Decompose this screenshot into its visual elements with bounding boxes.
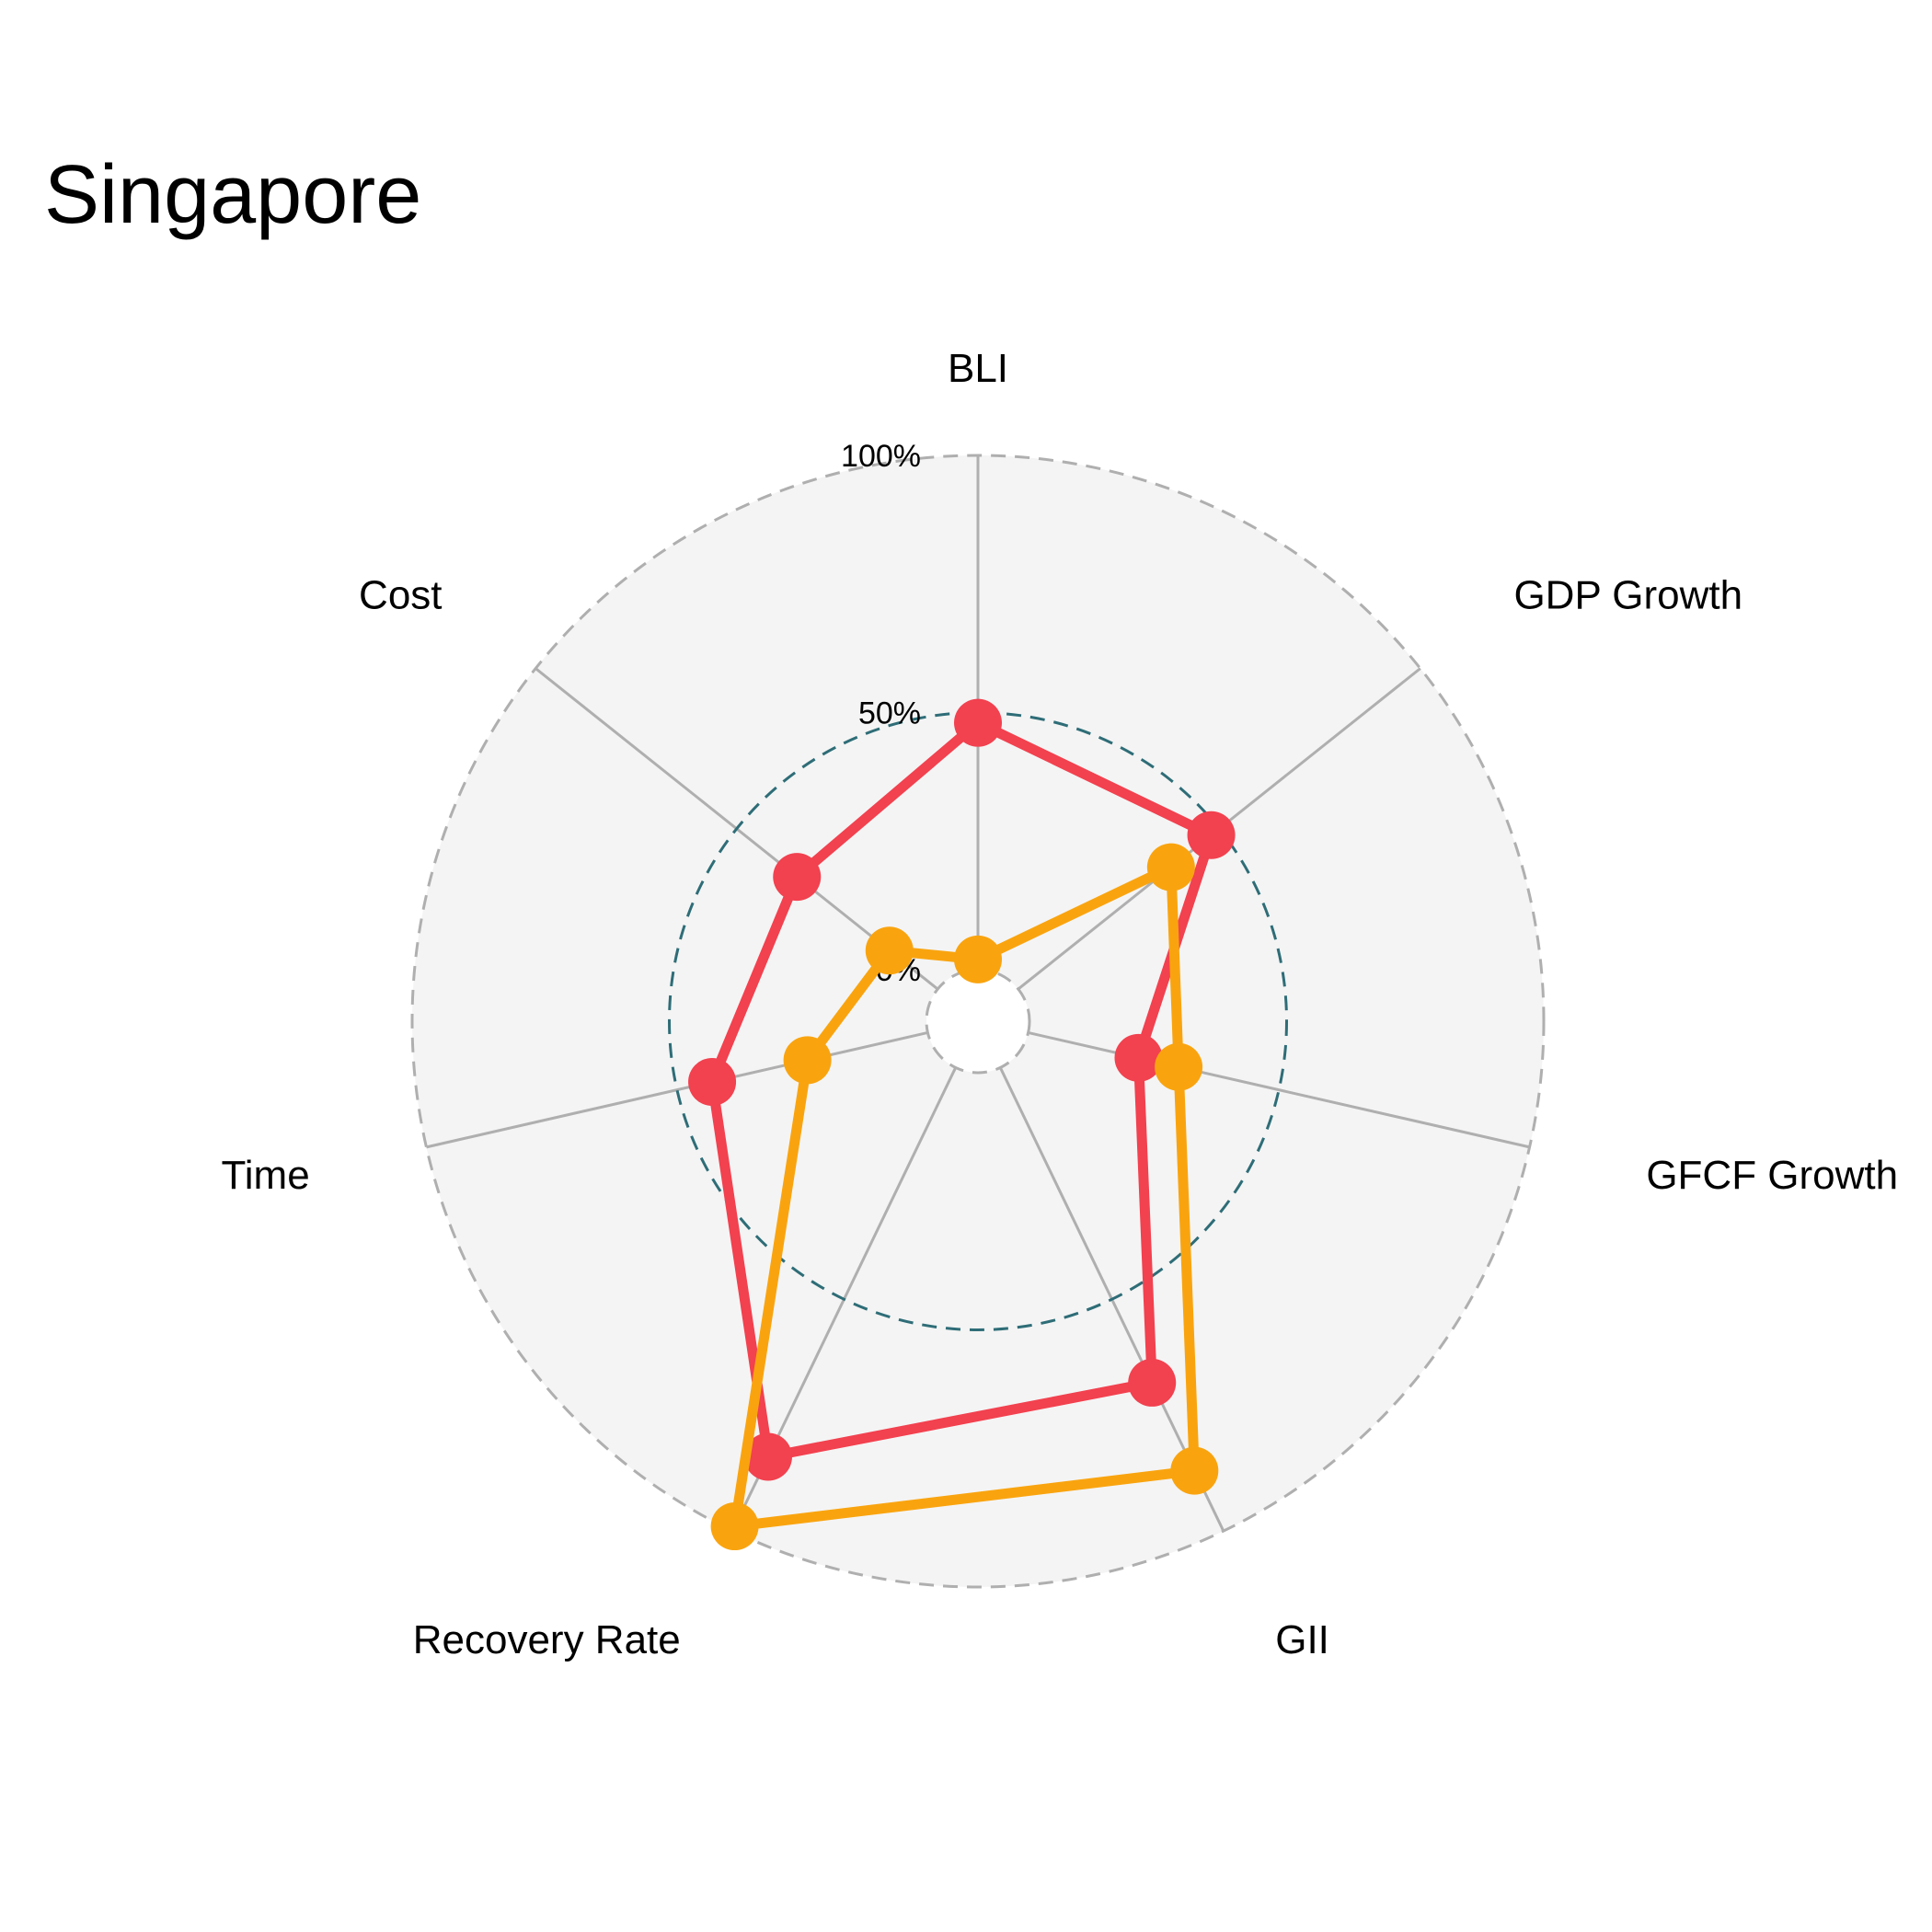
data-series <box>688 698 1236 1551</box>
data-point <box>1187 811 1236 859</box>
series-group <box>710 843 1219 1551</box>
data-point <box>783 1036 832 1085</box>
axis-spoke <box>1028 1030 1530 1149</box>
axis-label: GDP Growth <box>1513 573 1742 618</box>
data-point <box>743 1432 792 1481</box>
radial-tick-label: 50% <box>858 696 921 731</box>
chart-title: Singapore <box>44 149 421 241</box>
axis-label: BLI <box>948 346 1008 391</box>
axis-label: Time <box>222 1153 310 1198</box>
grid-ring-mid <box>668 711 1288 1331</box>
data-point <box>954 935 1002 983</box>
radar-grid <box>410 454 1546 1589</box>
data-point <box>865 926 914 975</box>
data-point <box>688 1057 737 1106</box>
series-line <box>707 718 1217 1462</box>
data-point <box>1170 1446 1219 1495</box>
data-point <box>1128 1358 1177 1407</box>
panel-center-hole <box>926 970 1029 1073</box>
axis-spoke <box>426 1030 928 1149</box>
data-point <box>710 1502 759 1551</box>
series-group <box>688 698 1236 1481</box>
grid-ring <box>410 454 1546 1589</box>
radial-tick-label: 100% <box>841 439 921 474</box>
axis-labels: BLI GDP Growth GFCF Growth GII Recovery Rate… <box>222 346 1899 1662</box>
axis-label: GFCF Growth <box>1646 1153 1898 1198</box>
data-point <box>1114 1033 1163 1082</box>
data-point <box>1155 1042 1203 1091</box>
axis-label: GII <box>1275 1617 1329 1662</box>
data-point <box>773 853 822 902</box>
axis-label: Cost <box>359 573 442 618</box>
data-point <box>1146 843 1195 891</box>
radar-panel <box>412 455 1544 1587</box>
data-point <box>954 698 1002 747</box>
axis-label: Recovery Rate <box>413 1617 681 1662</box>
